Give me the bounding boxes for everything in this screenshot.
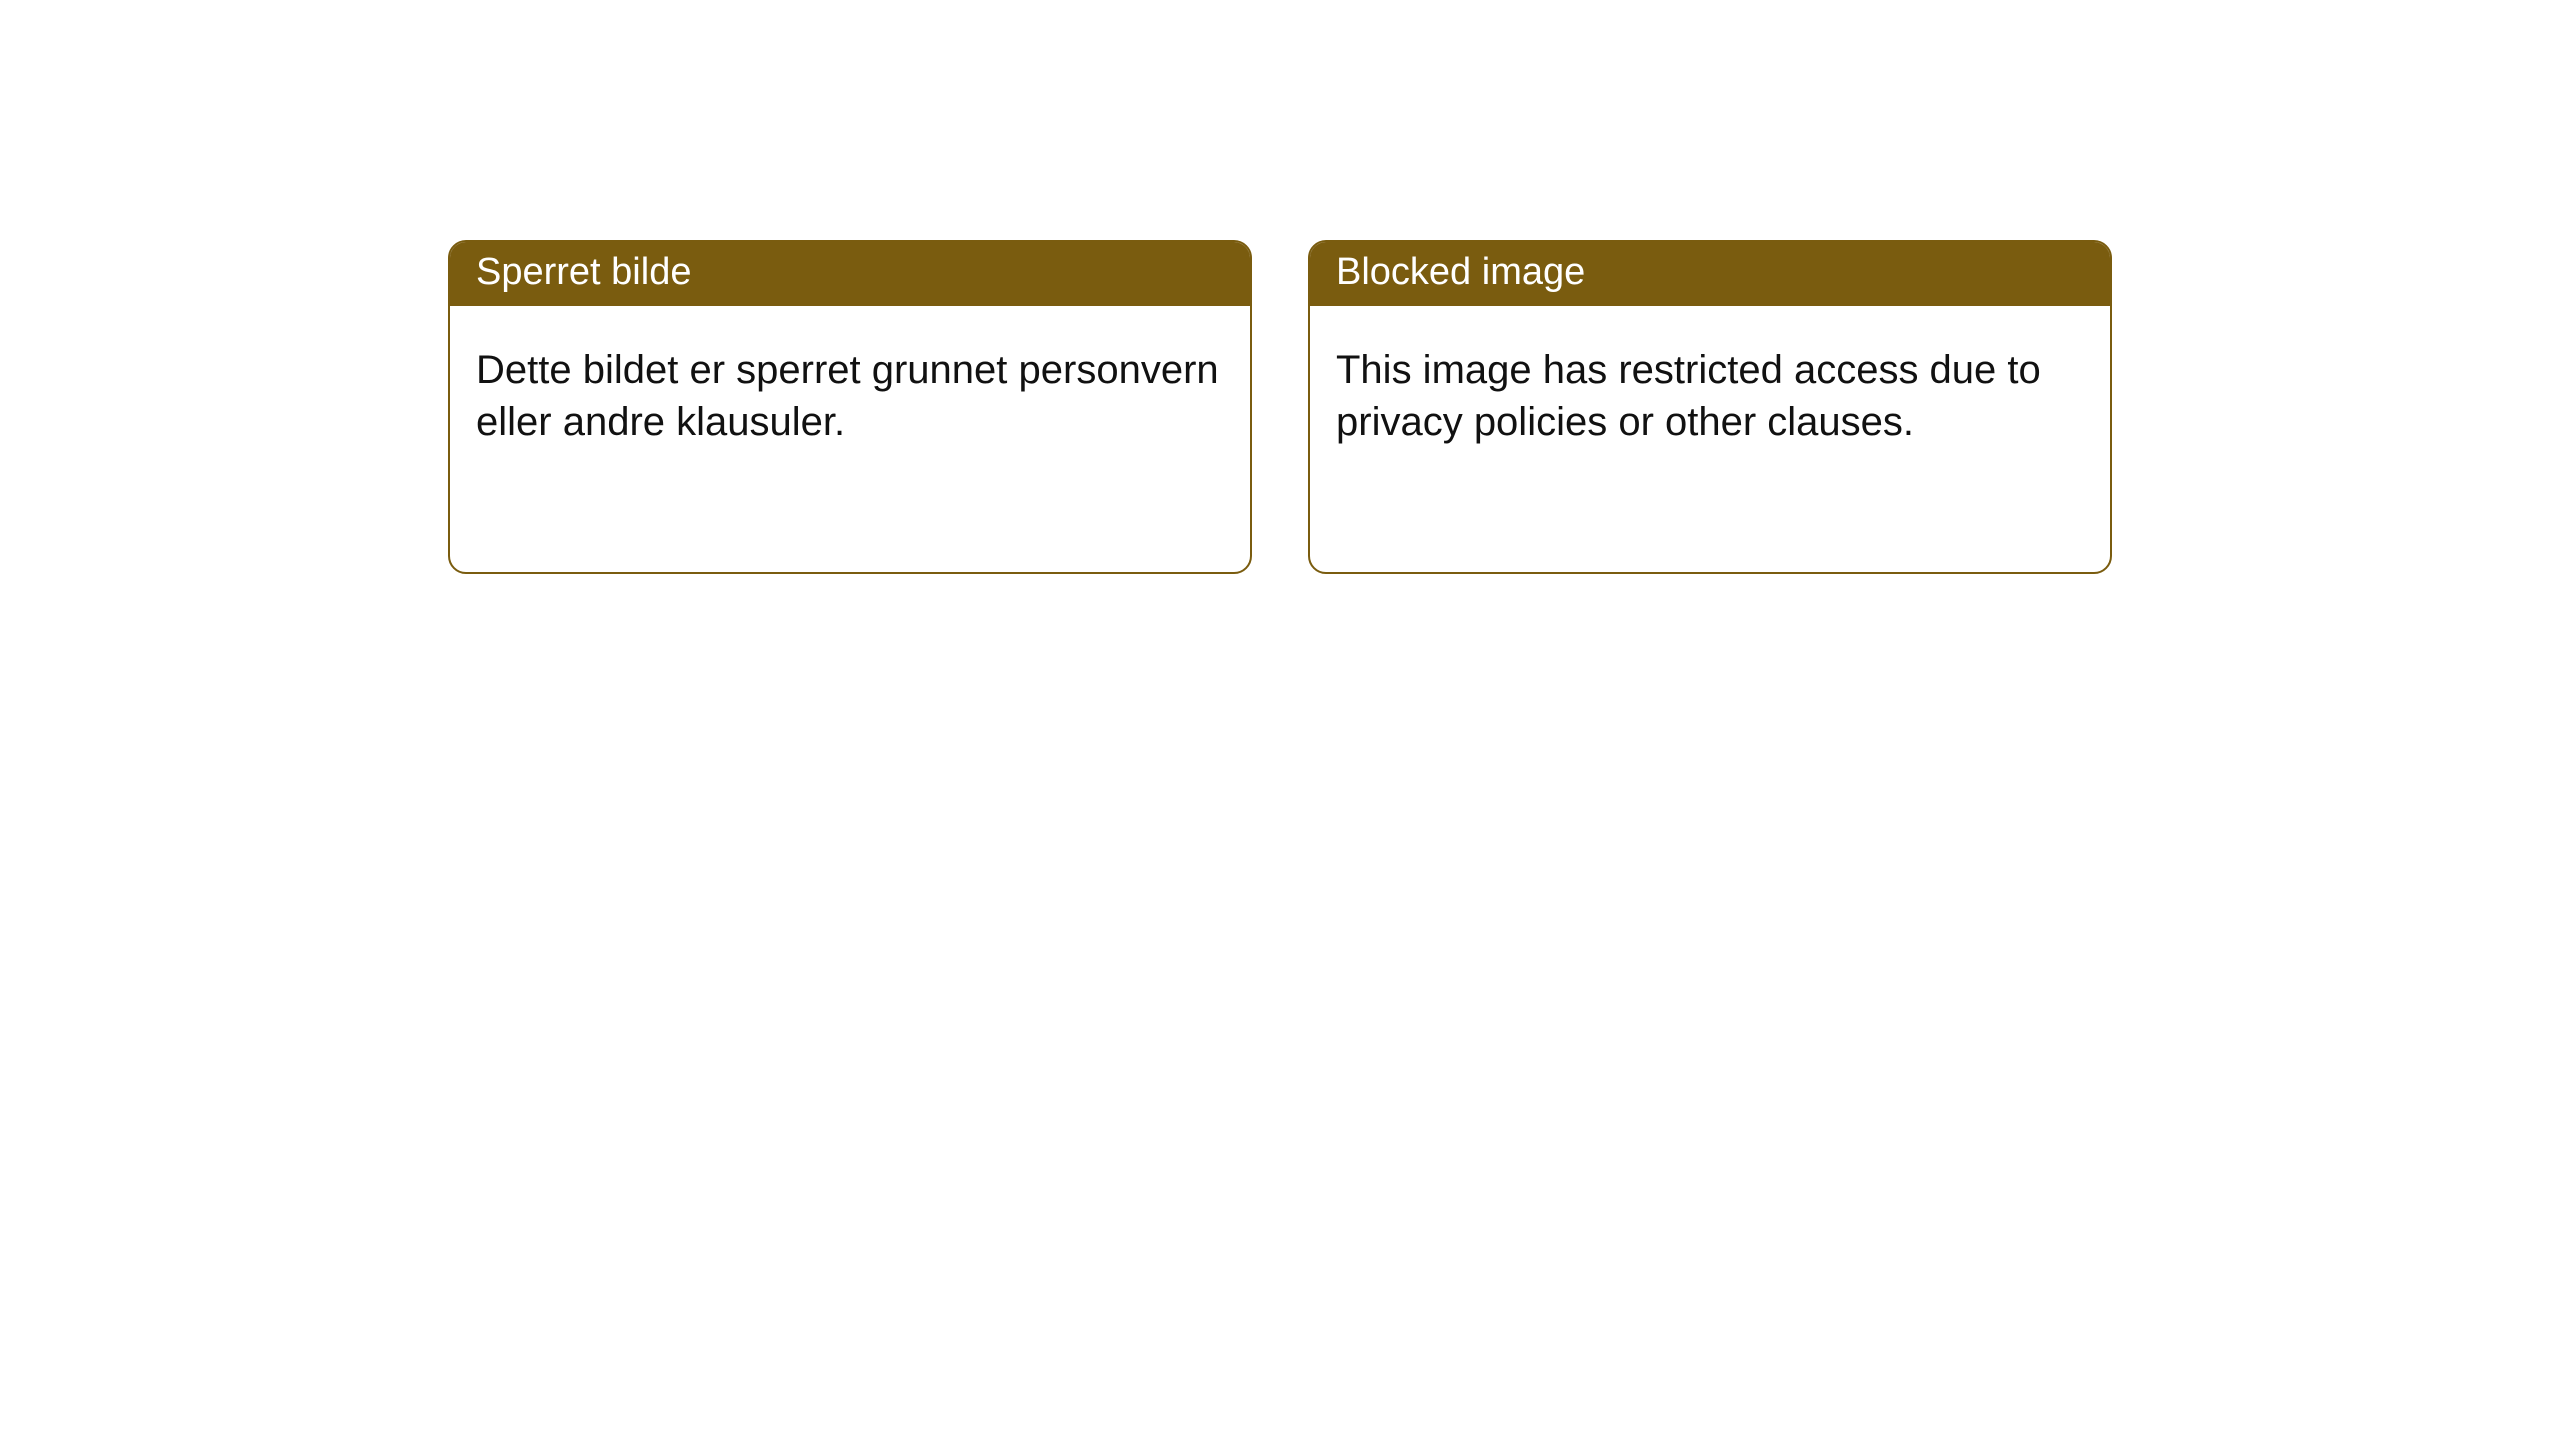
notice-container: Sperret bilde Dette bildet er sperret gr… — [0, 0, 2560, 574]
card-header-en: Blocked image — [1310, 242, 2110, 306]
blocked-image-card-no: Sperret bilde Dette bildet er sperret gr… — [448, 240, 1252, 574]
card-body-no: Dette bildet er sperret grunnet personve… — [450, 306, 1250, 474]
card-body-en: This image has restricted access due to … — [1310, 306, 2110, 474]
card-header-no: Sperret bilde — [450, 242, 1250, 306]
blocked-image-card-en: Blocked image This image has restricted … — [1308, 240, 2112, 574]
